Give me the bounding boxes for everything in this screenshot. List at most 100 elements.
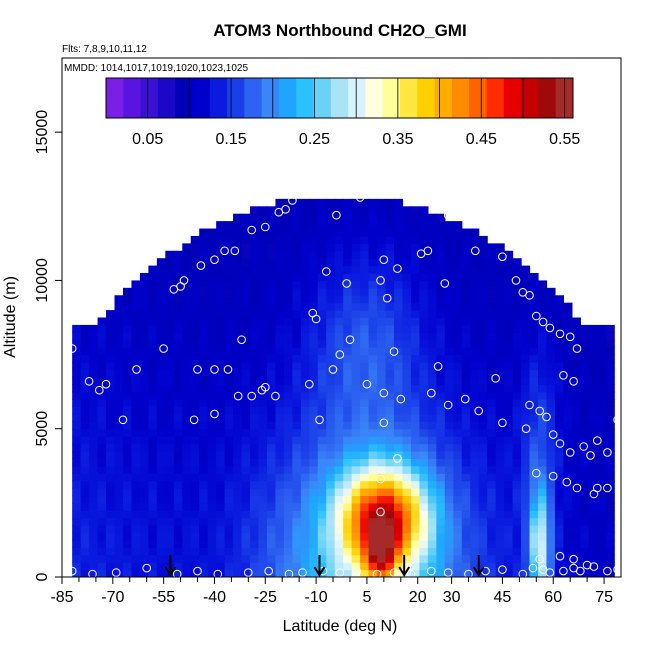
heatmap-cell: [427, 525, 437, 534]
heatmap-cell: [122, 361, 133, 370]
heatmap-cell: [241, 436, 251, 445]
heatmap-cell: [300, 302, 310, 311]
heatmap-cell: [224, 458, 234, 467]
heatmap-cell: [368, 213, 378, 222]
heatmap-cell: [131, 554, 141, 563]
heatmap-cell: [309, 361, 319, 370]
heatmap-cell: [512, 399, 522, 408]
heatmap-cell: [326, 502, 336, 511]
heatmap-cell: [504, 488, 514, 497]
heatmap-cell: [122, 317, 133, 326]
heatmap-cell: [588, 532, 598, 541]
heatmap-cell: [571, 369, 581, 378]
heatmap-cell: [427, 428, 437, 437]
heatmap-cell: [478, 465, 488, 474]
heatmap-cell: [334, 495, 344, 504]
heatmap-cell: [190, 376, 200, 385]
heatmap-cell: [402, 243, 412, 252]
heatmap-cell: [605, 554, 615, 563]
heatmap-cell: [106, 421, 116, 430]
heatmap-cell: [529, 354, 539, 363]
heatmap-cell: [122, 310, 133, 319]
heatmap-cell: [334, 562, 344, 571]
heatmap-cell: [250, 480, 260, 489]
heatmap-cell: [504, 310, 514, 319]
heatmap-cell: [512, 421, 522, 430]
heatmap-cell: [402, 339, 412, 348]
heatmap-cell: [114, 324, 124, 333]
heatmap-cell: [139, 436, 149, 445]
heatmap-cell: [199, 287, 209, 296]
sample-point: [443, 568, 453, 577]
heatmap-cell: [529, 458, 539, 467]
heatmap-cell: [605, 458, 615, 467]
heatmap-cell: [410, 228, 421, 237]
chart-subtitle-dates: MMDD: 1014,1017,1019,1020,1023,1025: [64, 63, 248, 74]
heatmap-cell: [360, 428, 370, 437]
heatmap-cell: [529, 273, 539, 282]
heatmap-cell: [360, 547, 370, 556]
heatmap-cell: [436, 428, 446, 437]
heatmap-cell: [487, 450, 497, 459]
heatmap-cell: [106, 465, 116, 474]
heatmap-cell: [97, 480, 107, 489]
colorbar-swatch: [382, 78, 401, 118]
heatmap-cell: [563, 458, 573, 467]
heatmap-cell: [309, 384, 319, 393]
heatmap-cell: [275, 413, 285, 422]
heatmap-cell: [444, 539, 454, 548]
heatmap-cell: [487, 324, 497, 333]
heatmap-cell: [233, 310, 243, 319]
sample-point: [376, 507, 385, 517]
heatmap-cell: [216, 221, 226, 230]
sample-point: [362, 379, 372, 389]
heatmap-cell: [97, 332, 107, 341]
heatmap-cell: [148, 384, 158, 393]
heatmap-cell: [250, 406, 260, 415]
heatmap-cell: [360, 458, 370, 467]
heatmap-cell: [165, 510, 175, 519]
heatmap-cell: [258, 458, 268, 467]
heatmap-cell: [258, 295, 268, 304]
heatmap-cell: [554, 495, 565, 504]
heatmap-cell: [512, 428, 522, 437]
heatmap-cell: [258, 287, 268, 296]
heatmap-cell: [343, 510, 353, 519]
heatmap-cell: [97, 488, 107, 497]
sample-point: [355, 193, 365, 202]
heatmap-cell: [554, 361, 565, 370]
heatmap-cell: [275, 539, 285, 548]
heatmap-cell: [266, 243, 277, 252]
heatmap-cell: [495, 376, 505, 385]
heatmap-cell: [529, 287, 539, 296]
heatmap-cell: [80, 406, 90, 415]
heatmap-cell: [580, 488, 590, 497]
heatmap-cell: [89, 413, 99, 422]
heatmap-cell: [72, 554, 82, 563]
heatmap-cell: [326, 428, 336, 437]
heatmap-cell: [478, 287, 488, 296]
heatmap-cell: [343, 554, 353, 563]
colorbar-frame: [105, 77, 574, 119]
heatmap-cell: [122, 302, 133, 311]
heatmap-cell: [334, 250, 344, 259]
heatmap-cell: [258, 369, 268, 378]
heatmap-cell: [385, 495, 395, 504]
heatmap-cell: [351, 391, 361, 400]
heatmap-cell: [292, 206, 302, 215]
heatmap-cell: [571, 347, 581, 356]
heatmap-cell: [326, 539, 336, 548]
heatmap-cell: [139, 384, 149, 393]
heatmap-cell: [444, 273, 454, 282]
heatmap-cell: [216, 347, 226, 356]
heatmap-cell: [283, 243, 293, 252]
heatmap-cell: [216, 465, 226, 474]
heatmap-cell: [148, 295, 158, 304]
sample-point: [237, 335, 246, 345]
sample-point: [494, 213, 504, 223]
heatmap-cell: [444, 502, 454, 511]
heatmap-cell: [419, 436, 429, 445]
heatmap-cell: [258, 510, 268, 519]
heatmap-cell: [233, 495, 243, 504]
heatmap-cell: [444, 287, 454, 296]
